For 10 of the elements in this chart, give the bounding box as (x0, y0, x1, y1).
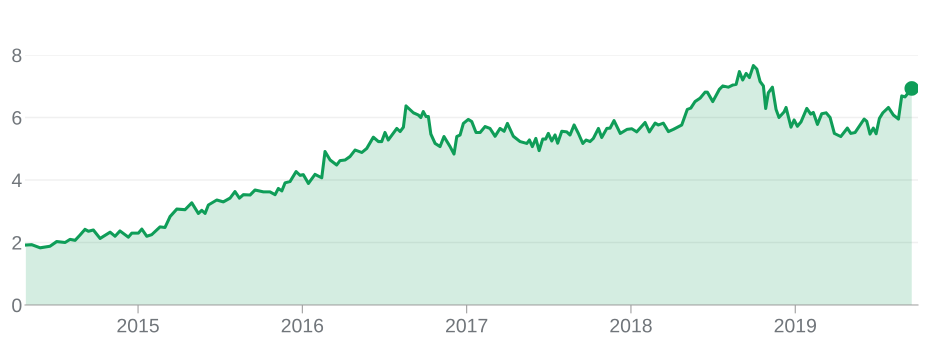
x-tick-label: 2017 (446, 318, 488, 332)
x-tick-label: 2015 (117, 318, 159, 332)
y-tick-label: 0 (12, 298, 22, 312)
x-tick-label: 2018 (610, 318, 652, 332)
x-tick-label: 2019 (774, 318, 816, 332)
y-tick-label: 4 (12, 174, 22, 188)
y-tick-label: 8 (12, 48, 22, 62)
y-tick-label: 2 (12, 236, 22, 250)
x-tick-label: 2016 (282, 318, 324, 332)
y-tick-label: 6 (12, 110, 22, 125)
